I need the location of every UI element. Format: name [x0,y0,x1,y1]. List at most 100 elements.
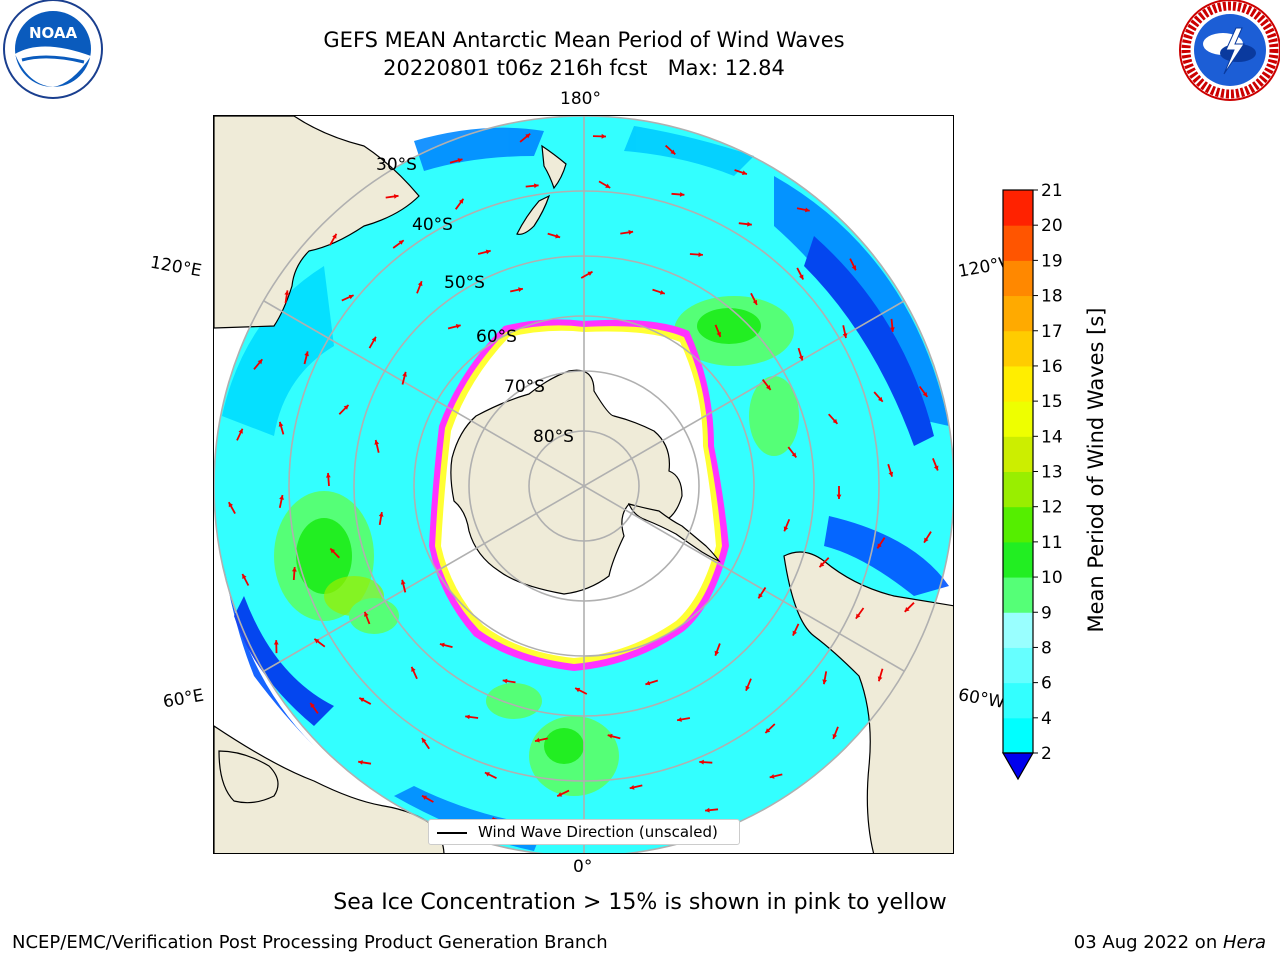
wave-arrow-head [278,421,284,427]
wave-arrow-head [238,428,243,434]
wave-arrow-head [677,717,682,722]
lat-label-60s: 60°S [476,327,517,347]
colorbar-tick-label: 15 [1041,392,1063,412]
lat-label-30s: 30°S [376,155,417,175]
wave-arrow-head [805,207,810,213]
antarctica [450,369,683,595]
wave-arrow-head [457,158,463,163]
colorbar-segment [1003,330,1033,367]
wave-arrow-head [769,774,775,779]
nws-logo [1179,0,1280,101]
footer-date: 03 Aug 2022 on Hera [1074,932,1266,953]
wave-arrow-head [933,465,939,471]
footer-host: Hera [1222,932,1266,953]
wave-arrow-head [557,792,563,797]
wave-arrow-head [716,331,721,337]
wave-arrow-head [605,183,611,188]
colorbar-tick-label: 19 [1041,251,1063,271]
wave-arrow-head [698,252,703,257]
wave-arrow-head [304,351,309,357]
lon-label-120e: 120°E [148,252,204,282]
wave-arrow-head [292,567,297,572]
lon-label-180: 180° [560,89,601,109]
wave-arrow-head [400,579,406,585]
wave-arrow-head [398,240,404,245]
colorbar-segment [1003,577,1033,613]
colorbar-segment [1003,647,1033,684]
chart-title-line2: 20220801 t06z 216h fcst Max: 12.84 [383,56,785,80]
wave-arrow-head [855,613,861,619]
lat-label-70s: 70°S [504,377,545,397]
colorbar-tick-label: 2 [1041,744,1052,764]
wave-arrow-head [575,687,581,693]
wave-arrow-head [371,336,376,342]
wave-arrow-head [607,733,613,739]
wave-arrow-head [343,405,349,410]
wave-arrow-head [629,785,635,790]
colorbar-segment [1003,190,1033,226]
wave-arrow-head [792,630,797,636]
lon-label-0: 0° [573,857,593,877]
colorbar-segment [1003,365,1033,402]
wave-arrow-head [670,149,676,155]
wave-arrow-head [455,324,461,329]
colorbar-segment [1003,506,1033,543]
wave-arrow-head [766,385,771,390]
wave-arrow-head [832,734,838,739]
wave-arrow-head [535,737,540,743]
colorbar: 2 4 6 8 9 10 11 12 13 14 15 16 17 18 19 20 21 [1001,181,1063,781]
wave-arrow-head [645,680,651,686]
colorbar-segment [1003,401,1033,437]
lat-label-80s: 80°S [533,427,574,447]
colorbar-tick-label: 16 [1041,357,1063,377]
noaa-logo: NOAA [3,0,103,99]
wave-arrow-head [742,170,747,175]
colorbar-segment [1003,682,1033,719]
wave-arrow-head [525,133,531,139]
wave-arrow-head [924,537,929,543]
lat-label-50s: 50°S [444,273,485,293]
wave-arrow-head [465,714,470,720]
wave-arrow-head [842,333,848,338]
wave-arrow-head [485,249,491,255]
wave-arrow-head [832,418,838,424]
wave-arrow-head [484,772,490,777]
wave-arrow-head [752,299,757,305]
wave-arrow-head [747,221,752,227]
wave-arrow-head [799,274,804,280]
wave-arrow-head [555,233,561,239]
wave-arrow-head [904,607,910,612]
wave-arrow-head [378,512,384,517]
wave-arrow-head [822,679,827,685]
chart-title-line1: GEFS MEAN Antarctic Mean Period of Wind … [323,28,845,52]
wave-arrow-head [745,685,750,691]
antarctic-peninsula [627,503,721,563]
wave-period-patches [274,296,799,796]
legend-line-sample [437,832,467,834]
wave-arrow-head [393,194,399,199]
wave-arrow-head [836,494,842,499]
colorbar-tick-label: 13 [1041,463,1063,483]
colorbar-label: Mean Period of Wind Waves [s] [1084,307,1108,633]
wave-arrow-head [798,355,804,361]
colorbar-tick-label: 9 [1041,603,1052,623]
new-zealand [516,144,567,235]
lat-label-40s: 40°S [412,215,453,235]
wave-arrow-head [284,290,290,296]
wave-arrow-head [364,611,369,617]
wave-arrow-head [851,265,856,271]
wave-arrow-head [402,371,407,377]
colorbar-tick-label: 20 [1041,216,1063,236]
colorbar-tick-label: 18 [1041,287,1063,307]
wave-arrow-head [705,807,710,813]
colorbar-tick-label: 8 [1041,638,1052,658]
wave-arrow-head [518,287,523,292]
wave-arrow-head [659,290,665,295]
lon-label-60e: 60°E [161,685,206,713]
colorbar-tick-label: 17 [1041,322,1063,342]
wave-arrow-head [819,562,825,568]
wave-arrow-head [783,526,789,532]
wave-arrow-head [417,281,423,287]
ocean-shading [222,126,949,851]
colorbar-tick-label: 6 [1041,674,1052,694]
